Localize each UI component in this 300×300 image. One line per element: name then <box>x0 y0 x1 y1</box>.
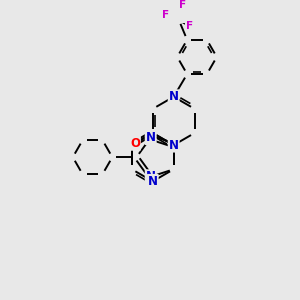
Text: N: N <box>169 90 179 103</box>
Text: F: F <box>179 0 187 10</box>
Text: F: F <box>186 21 193 31</box>
Text: N: N <box>146 131 156 144</box>
Text: N: N <box>146 170 156 183</box>
Text: N: N <box>148 175 158 188</box>
Text: O: O <box>130 137 140 150</box>
Text: F: F <box>162 10 169 20</box>
Text: N: N <box>169 139 179 152</box>
